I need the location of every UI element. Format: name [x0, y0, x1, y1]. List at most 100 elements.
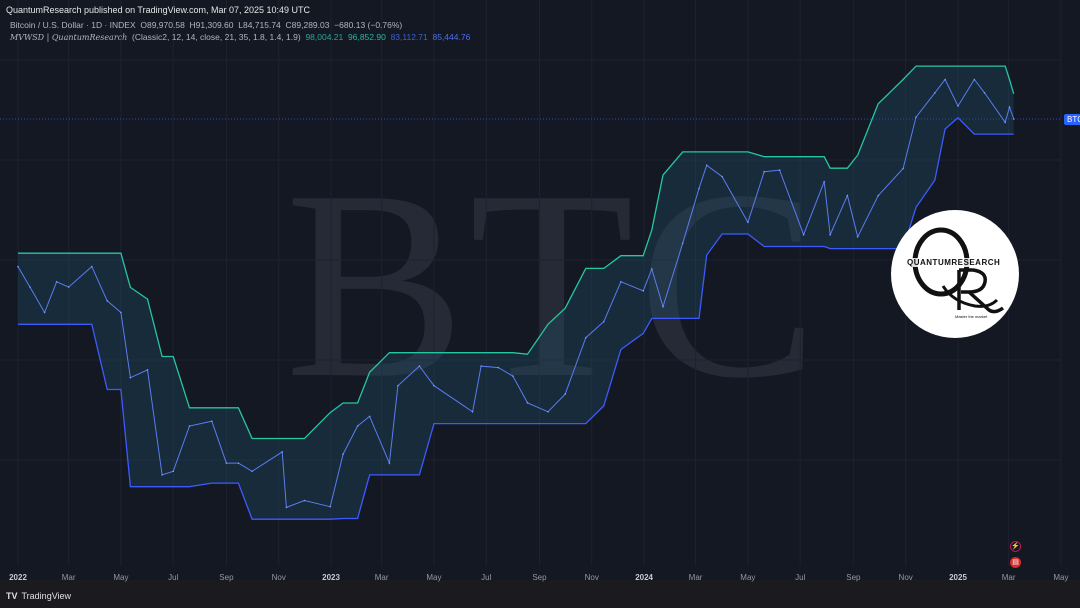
price-point — [211, 420, 213, 422]
price-point — [251, 470, 253, 473]
us-flag-icon[interactable]: ▤ — [1010, 557, 1021, 568]
publish-line: QuantumResearch published on TradingView… — [6, 5, 311, 15]
price-point — [281, 451, 283, 453]
price-point — [471, 410, 474, 413]
price-point — [526, 401, 529, 404]
x-tick-label: Nov — [271, 573, 286, 582]
ohlc-low: L84,715.74 — [238, 20, 281, 30]
price-point — [877, 194, 880, 197]
indicator-value: 85,444.76 — [432, 32, 471, 42]
price-point — [43, 311, 46, 314]
price-point — [829, 233, 832, 236]
price-point — [1008, 106, 1011, 108]
indicator-row: MVWSD | QuantumResearch (Classic2, 12, 1… — [10, 31, 470, 44]
price-point — [433, 384, 435, 387]
x-tick-label: 2023 — [322, 573, 340, 582]
price-point — [902, 167, 904, 170]
upper-band-line — [18, 65, 1015, 440]
price-point — [698, 187, 700, 190]
x-tick-label: Sep — [219, 573, 234, 582]
x-tick-label: 2025 — [949, 573, 967, 582]
tradingview-logo-icon: TV — [6, 591, 18, 601]
price-scale-tag: BTC — [1064, 114, 1080, 125]
price-change: −680.13 (−0.76%) — [334, 20, 403, 30]
x-tick-label: 2022 — [9, 573, 27, 582]
price-point — [285, 506, 288, 509]
quantumresearch-logo: QUANTUMRESEARCH Master the market — [891, 210, 1019, 338]
price-point — [55, 280, 58, 283]
price-point — [957, 105, 959, 107]
price-point — [106, 300, 108, 302]
band-fill — [18, 66, 1014, 520]
indicator-value: 98,004.21 — [305, 32, 344, 42]
price-point — [846, 194, 849, 197]
price-point — [642, 290, 645, 292]
x-tick-label: Jul — [795, 573, 806, 582]
price-point — [67, 286, 70, 288]
price-point — [29, 286, 31, 288]
x-tick-label: Mar — [688, 573, 703, 582]
indicator-value: 96,852.90 — [348, 32, 386, 42]
price-point — [418, 365, 421, 367]
price-point — [388, 462, 391, 464]
x-tick-label: May — [740, 573, 756, 582]
price-line — [17, 78, 1015, 509]
price-point — [651, 268, 653, 270]
indicator-params: (Classic2, 12, 14, close, 21, 35, 1.8, 1… — [132, 32, 301, 42]
price-point — [620, 280, 622, 283]
price-point — [547, 410, 549, 413]
price-point — [146, 369, 149, 371]
x-tick-label: Nov — [898, 573, 913, 582]
x-tick-label: Jul — [168, 573, 179, 582]
price-point — [188, 425, 191, 427]
price-point — [512, 375, 514, 377]
x-tick-label: May — [1053, 573, 1069, 582]
price-point — [1004, 121, 1006, 124]
price-point — [662, 305, 664, 308]
logo-tagline: Master the market — [955, 314, 988, 319]
price-point — [934, 92, 936, 94]
price-point — [237, 462, 240, 464]
x-tick-label: May — [426, 573, 442, 582]
logo-letter-r — [957, 268, 1005, 314]
symbol-name[interactable]: Bitcoin / U.S. Dollar · 1D · INDEX — [10, 20, 136, 30]
price-point — [705, 164, 708, 167]
price-point — [129, 376, 132, 379]
x-tick-label: Mar — [1001, 573, 1016, 582]
logo-letter-q-tail — [941, 285, 999, 308]
indicator-name[interactable]: MVWSD | QuantumResearch — [10, 33, 128, 42]
ohlc-close: C89,289.03 — [285, 20, 330, 30]
logo-brand: QUANTUMRESEARCH — [907, 258, 1001, 267]
price-point — [584, 336, 587, 339]
price-point — [915, 116, 917, 118]
footer: TV TradingView — [6, 591, 71, 601]
price-point — [983, 92, 986, 94]
ohlc-open: O89,970.58 — [140, 20, 185, 30]
x-tick-label: Nov — [584, 573, 599, 582]
price-point — [90, 265, 93, 268]
lightning-icon[interactable]: ⚡ — [1010, 541, 1021, 552]
x-tick-label: Sep — [846, 573, 861, 582]
price-point — [1012, 118, 1015, 120]
indicator-value: 83,112.71 — [390, 32, 428, 42]
symbol-watermark: BTC — [285, 135, 823, 434]
chart-legend: Bitcoin / U.S. Dollar · 1D · INDEX O89,9… — [10, 19, 470, 44]
price-point — [303, 499, 306, 502]
price-point — [802, 233, 805, 236]
footer-brand: TradingView — [21, 591, 72, 601]
price-point — [973, 78, 976, 81]
x-tick-label: Mar — [374, 573, 389, 582]
price-point — [602, 320, 605, 323]
x-tick-label: Sep — [532, 573, 547, 582]
price-point — [681, 242, 684, 245]
price-point — [329, 505, 331, 508]
price-point — [172, 470, 175, 473]
price-point — [721, 175, 723, 178]
price-point — [856, 236, 859, 238]
price-point — [225, 462, 228, 464]
price-point — [747, 221, 749, 224]
price-point — [397, 384, 399, 387]
price-point — [944, 78, 946, 81]
price-point — [778, 169, 781, 171]
price-point — [763, 170, 765, 173]
